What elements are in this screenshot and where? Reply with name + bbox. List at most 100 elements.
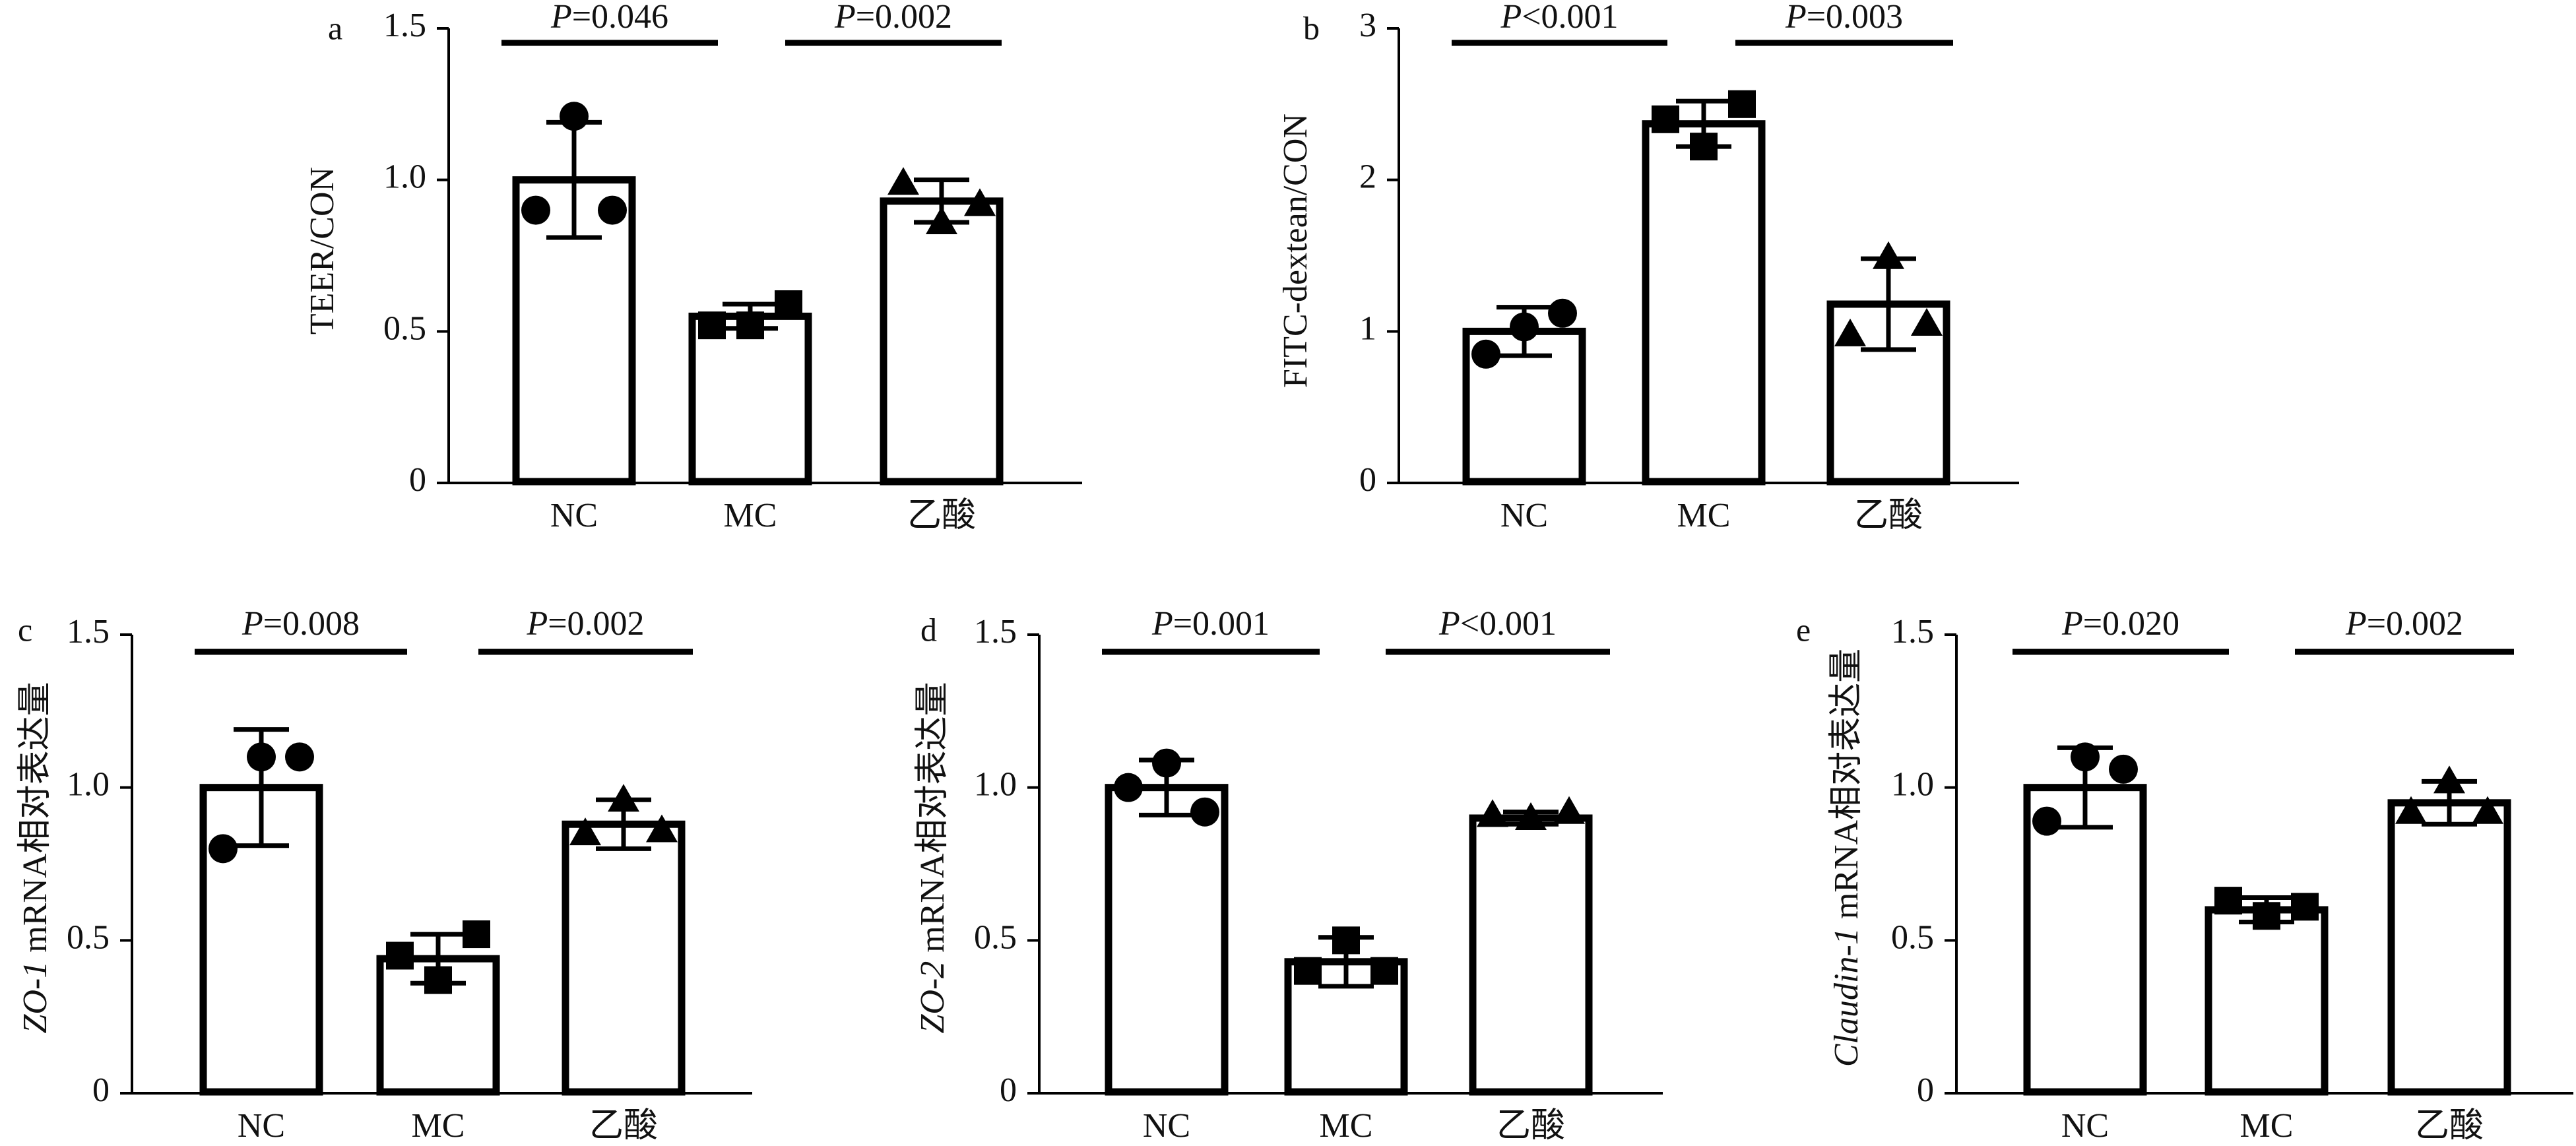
data-point <box>1471 339 1500 369</box>
p-value-label: P=0.002 <box>526 605 644 643</box>
p-value-label: P=0.002 <box>2345 605 2463 643</box>
y-tick-label: 1 <box>1359 309 1376 347</box>
y-tick-label: 1.0 <box>383 158 426 196</box>
p-value-label: P<0.001 <box>1438 605 1557 643</box>
y-axis-label: FITC-dextean/CON <box>1277 113 1314 388</box>
chart-panel-a: a 0 0.5 1.0 1.5 TEER/CON NC MC 乙酸 P=0.046 P=0.002 <box>304 0 1082 534</box>
x-tick-label: 乙酸 <box>907 497 976 534</box>
data-point <box>598 195 627 225</box>
x-tick-label: MC <box>2240 1107 2294 1145</box>
bar <box>2387 799 2511 1096</box>
bar <box>688 312 812 486</box>
x-tick-label: NC <box>550 497 598 534</box>
y-axis-label: Claudin-1 mRNA相对表达量 <box>1828 649 1865 1067</box>
data-point <box>569 817 601 846</box>
bar <box>1469 814 1593 1096</box>
data-point <box>1911 307 1943 336</box>
p-value-label: P=0.020 <box>2061 605 2179 643</box>
data-point <box>560 102 589 131</box>
data-point <box>1152 748 1181 778</box>
data-point <box>1114 773 1143 802</box>
data-point <box>2214 887 2242 915</box>
chart-panel-c: c 0 0.5 1.0 1.5 ZO-1 mRNA相对表达量 NC MC 乙酸 P=0.008 P=… <box>16 605 752 1145</box>
data-point <box>1728 90 1756 118</box>
data-point <box>1834 318 1866 346</box>
data-point <box>1190 797 1219 827</box>
y-tick-label: 0 <box>409 461 426 499</box>
bar <box>2023 784 2147 1096</box>
data-point <box>2032 806 2061 836</box>
data-point <box>1294 957 1322 985</box>
bar <box>562 820 686 1096</box>
data-point <box>775 290 802 318</box>
x-tick-label: MC <box>1677 497 1731 534</box>
data-point <box>2291 893 2319 921</box>
data-point <box>424 966 452 994</box>
y-tick-label: 0 <box>92 1071 110 1109</box>
data-point <box>2395 796 2427 824</box>
data-point <box>926 206 957 234</box>
x-tick-label: 乙酸 <box>589 1107 658 1145</box>
x-tick-label: NC <box>2061 1107 2109 1145</box>
y-tick-label: 1.5 <box>67 613 110 651</box>
data-point <box>285 742 314 772</box>
data-point <box>386 941 414 970</box>
p-value-label: P=0.046 <box>550 0 668 36</box>
x-tick-label: 乙酸 <box>1497 1107 1565 1145</box>
x-tick-label: 乙酸 <box>2415 1107 2484 1145</box>
chart-panel-d: d 0 0.5 1.0 1.5 ZO-2 mRNA相对表达量 NC MC 乙酸 P=0.001 P<… <box>914 605 1663 1145</box>
bar <box>1642 120 1766 486</box>
y-tick-label: 2 <box>1359 158 1376 196</box>
data-point <box>463 920 490 949</box>
chart-panel-b: b 0 1 2 3 FITC-dextean/CON NC MC 乙酸 P<0.001 P=0.00… <box>1277 0 2019 534</box>
p-value-label: P=0.001 <box>1151 605 1270 643</box>
y-tick-label: 0.5 <box>383 309 426 347</box>
panel-letter: c <box>18 611 32 648</box>
data-point <box>646 814 678 843</box>
y-tick-label: 0 <box>1917 1071 1934 1109</box>
y-tick-label: 0.5 <box>974 918 1017 956</box>
y-tick-label: 1.0 <box>974 766 1017 804</box>
data-point <box>1548 298 1577 328</box>
data-point <box>1515 802 1547 830</box>
y-tick-label: 1.5 <box>974 613 1017 651</box>
p-value-label: P<0.001 <box>1500 0 1618 36</box>
bar <box>880 197 1004 486</box>
bar <box>2205 906 2329 1096</box>
panel-letter: b <box>1303 9 1320 46</box>
data-point <box>887 167 919 195</box>
p-value-label: P=0.003 <box>1785 0 1903 36</box>
data-point <box>1652 105 1679 133</box>
data-point <box>1370 957 1398 985</box>
data-point <box>247 742 276 772</box>
data-point <box>2253 902 2280 930</box>
y-tick-label: 0.5 <box>1891 918 1934 956</box>
data-point <box>698 311 726 340</box>
y-tick-label: 3 <box>1359 7 1376 44</box>
y-tick-label: 1.5 <box>1891 613 1934 651</box>
x-tick-label: MC <box>412 1107 465 1145</box>
data-point <box>1477 799 1508 827</box>
data-point <box>1873 241 1904 269</box>
data-point <box>209 834 238 864</box>
panel-letter: e <box>1796 611 1811 648</box>
y-axis-label: TEER/CON <box>304 167 341 334</box>
data-point <box>608 784 639 812</box>
y-axis-label: ZO-1 mRNA相对表达量 <box>16 682 54 1033</box>
data-point <box>2071 742 2100 772</box>
x-tick-label: MC <box>1320 1107 1373 1145</box>
data-point <box>736 311 764 340</box>
bar <box>1105 784 1229 1096</box>
y-tick-label: 1.0 <box>67 766 110 804</box>
data-point <box>2109 754 2138 784</box>
data-point <box>1510 312 1539 342</box>
x-tick-label: 乙酸 <box>1854 497 1923 534</box>
data-point <box>2472 796 2503 824</box>
x-tick-label: MC <box>724 497 777 534</box>
p-value-label: P=0.002 <box>834 0 952 36</box>
y-tick-label: 1.5 <box>383 7 426 44</box>
data-point <box>1690 133 1718 161</box>
data-point <box>964 188 996 216</box>
p-value-label: P=0.008 <box>242 605 360 643</box>
